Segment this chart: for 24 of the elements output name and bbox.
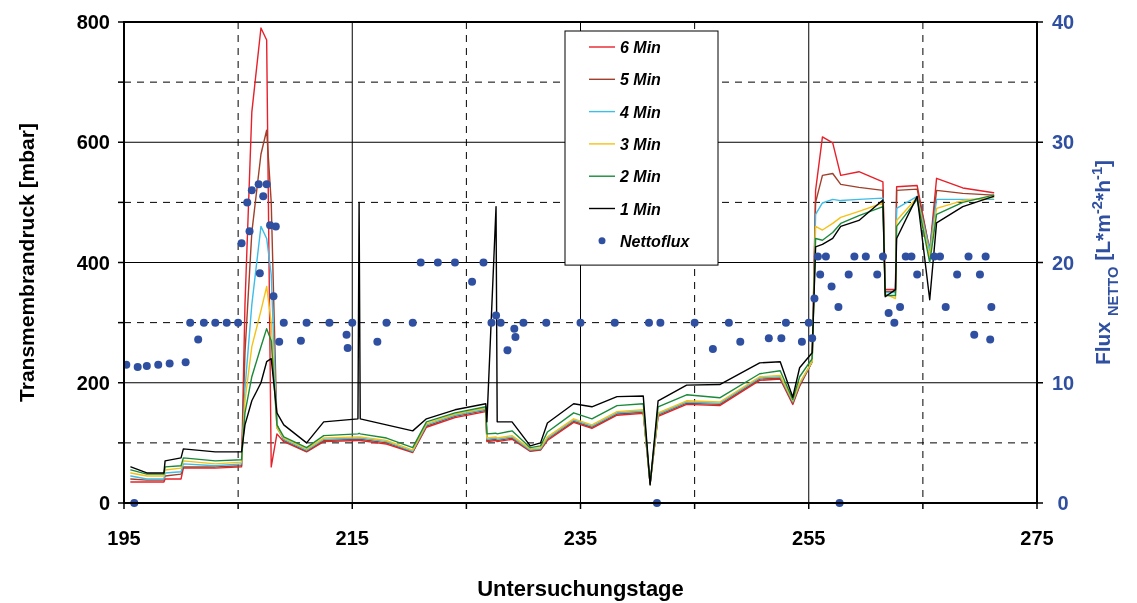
x-tick-label: 235: [563, 527, 598, 549]
legend-label: 3 Min: [620, 135, 662, 153]
y-axis-title: Transmembrandruck [mbar]: [15, 123, 38, 402]
y-tick-label: 0: [98, 492, 110, 514]
legend-label: Nettoflux: [620, 232, 691, 250]
y-tick-label: 600: [76, 131, 110, 154]
x-axis-title: Untersuchungstage: [477, 576, 684, 601]
legend-label: 6 Min: [620, 39, 662, 56]
y2-tick-label: 20: [1051, 251, 1075, 274]
y-tick-label: 800: [76, 11, 110, 33]
y2-tick-label: 10: [1051, 371, 1075, 394]
y2-tick-label: 0: [1057, 492, 1069, 514]
legend-label: 4 Min: [619, 103, 662, 121]
x-tick-label: 215: [335, 527, 369, 549]
y2-tick-label: 40: [1051, 11, 1075, 33]
y-tick-label: 400: [76, 251, 110, 274]
y-tick-label: 200: [76, 371, 110, 394]
x-tick-label: 195: [107, 527, 141, 549]
y2-tick-label: 30: [1051, 131, 1075, 154]
legend-label: 5 Min: [620, 71, 662, 89]
x-tick-label: 275: [1020, 527, 1054, 549]
legend-label: 1 Min: [620, 200, 662, 218]
legend-label: 2 Min: [619, 168, 662, 186]
x-tick-label: 255: [792, 527, 826, 549]
